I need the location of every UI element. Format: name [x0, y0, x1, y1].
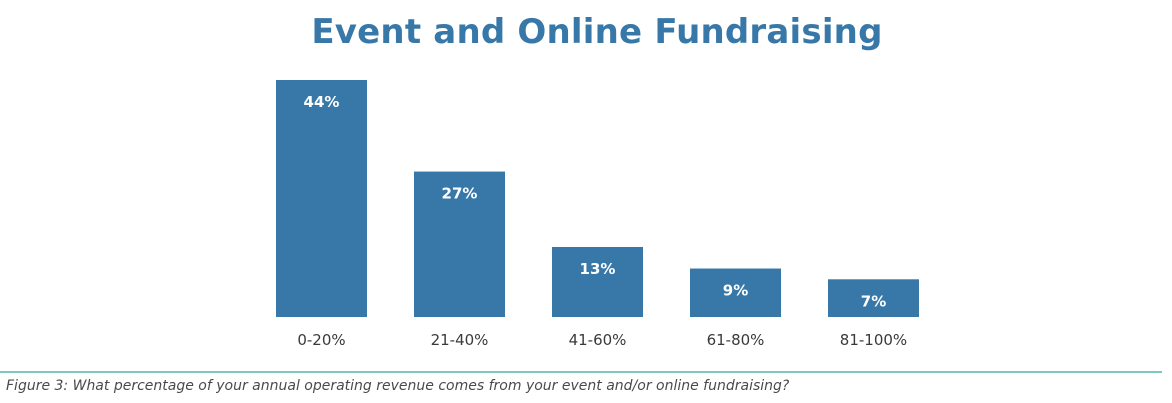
bar-81-100% — [828, 279, 919, 317]
figure-caption: Figure 3: What percentage of your annual… — [6, 378, 790, 394]
bar-value-label: 27% — [442, 185, 478, 203]
x-tick-label: 81-100% — [840, 331, 907, 349]
x-tick-label: 41-60% — [569, 331, 627, 349]
bar-value-label: 7% — [861, 292, 886, 310]
bar-21-40% — [414, 171, 505, 317]
chart-title: Event and Online Fundraising — [311, 12, 883, 52]
bar-41-60% — [552, 246, 643, 317]
bar-61-80% — [690, 268, 781, 317]
bar-0-20% — [276, 80, 367, 317]
x-tick-label: 21-40% — [431, 331, 489, 349]
bar-value-label: 44% — [304, 93, 340, 111]
caption-divider — [0, 371, 1162, 373]
bar-value-label: 9% — [723, 282, 748, 300]
x-tick-label: 61-80% — [707, 331, 765, 349]
x-tick-label: 0-20% — [297, 331, 345, 349]
bar-value-label: 13% — [580, 260, 616, 278]
